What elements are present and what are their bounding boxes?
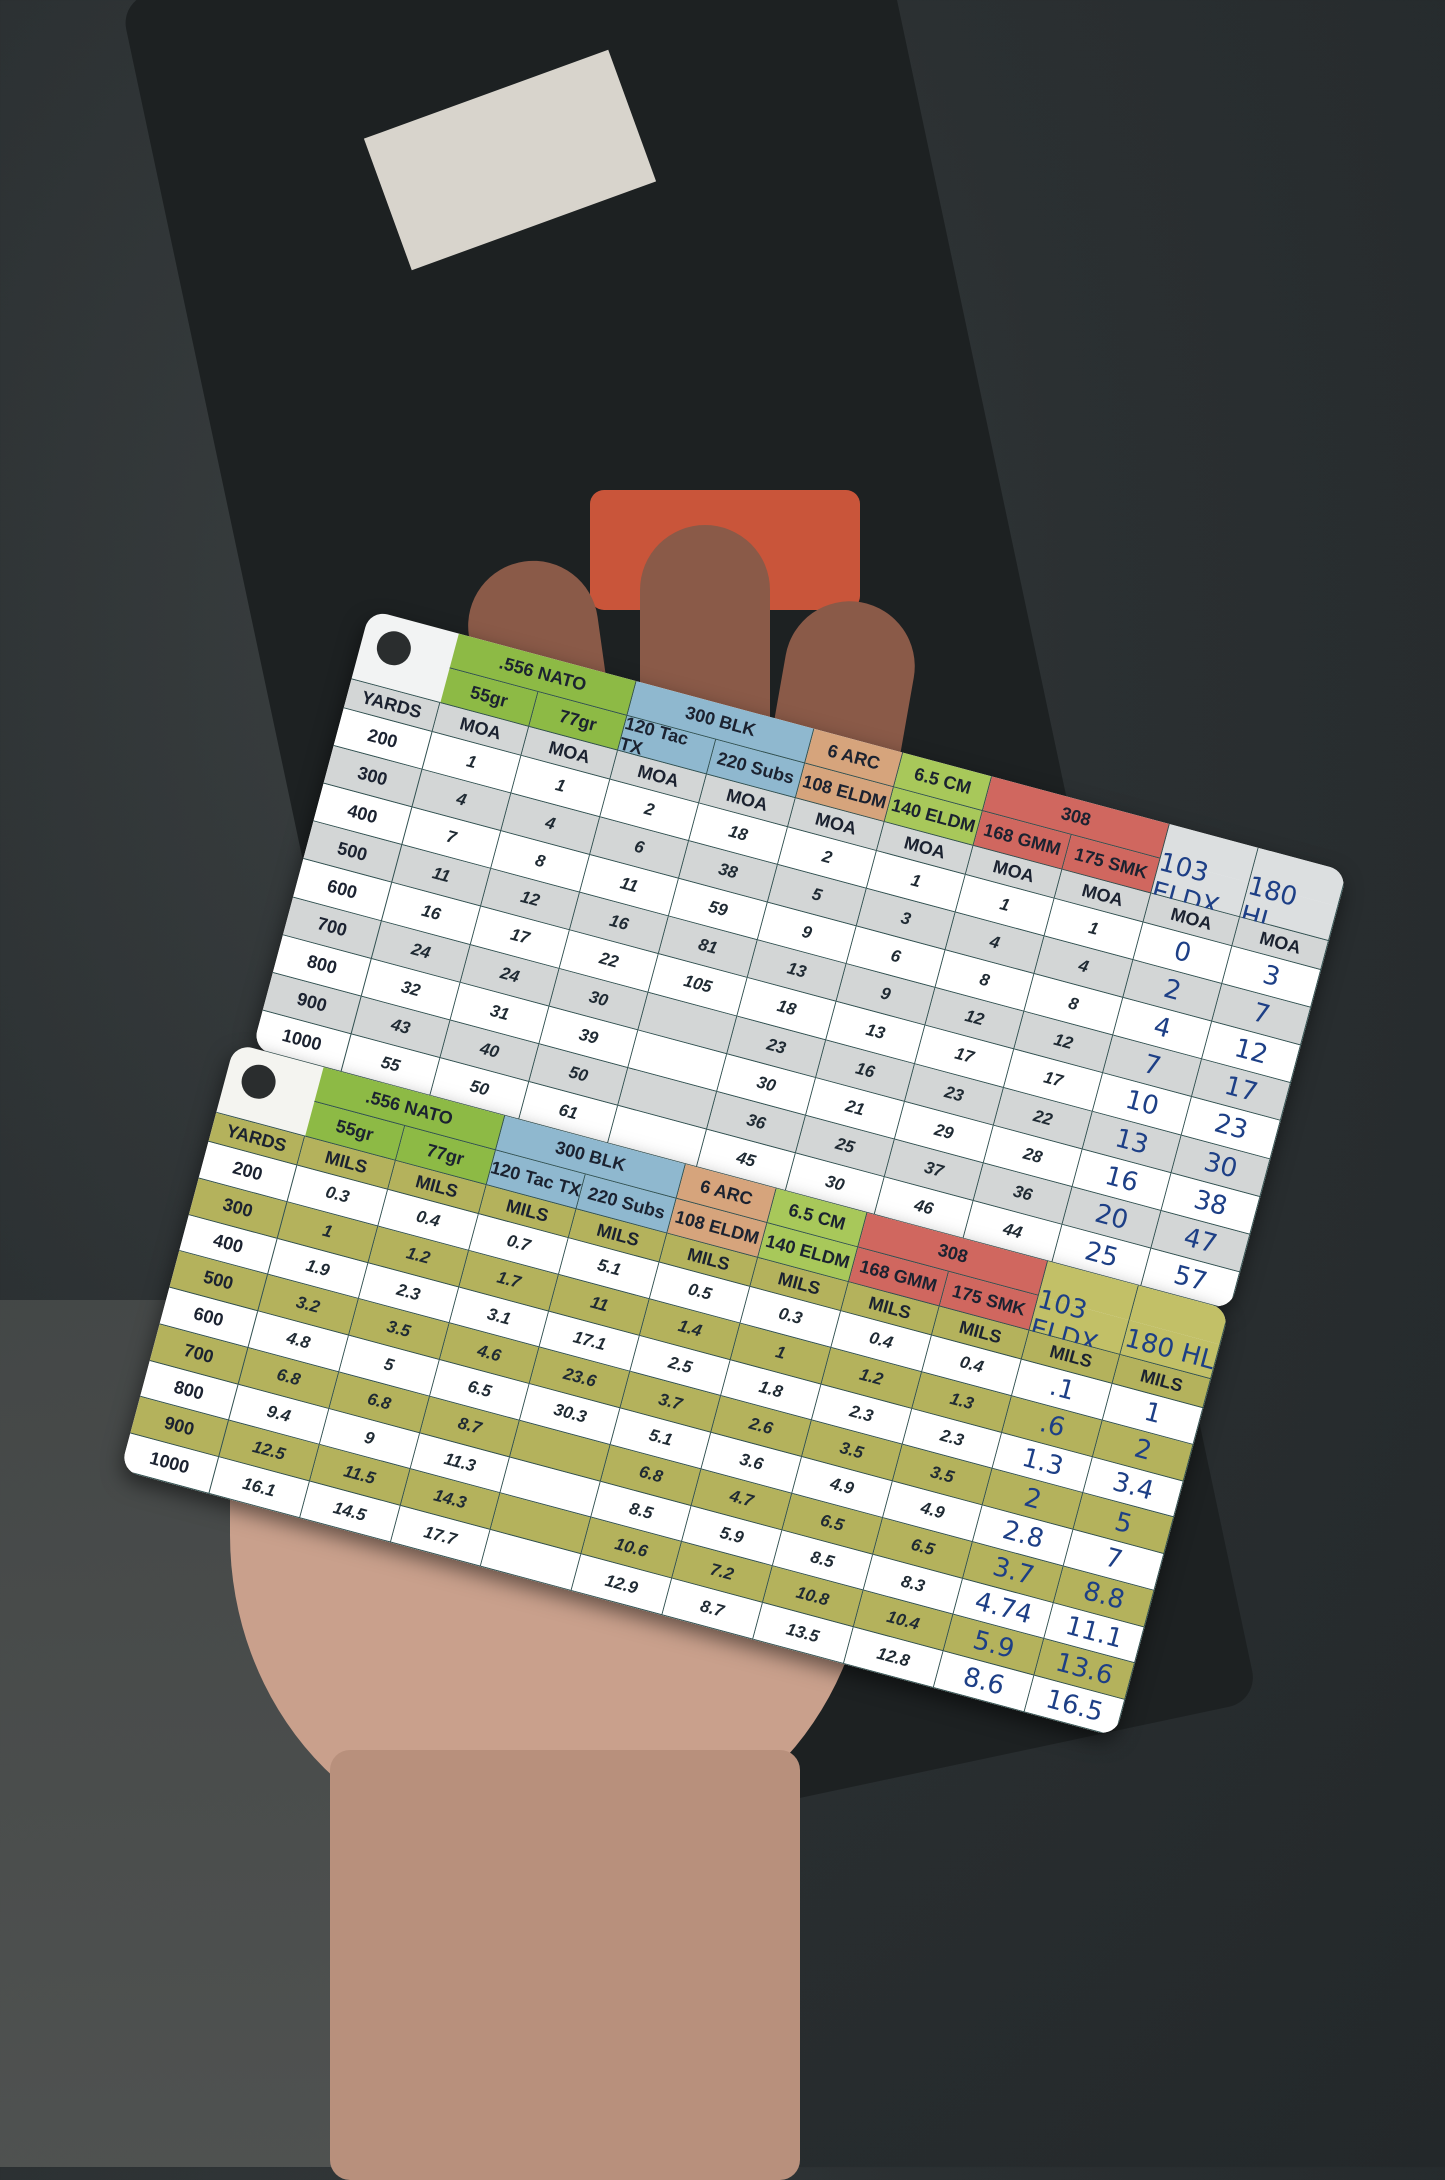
- wrist: [330, 1750, 800, 2180]
